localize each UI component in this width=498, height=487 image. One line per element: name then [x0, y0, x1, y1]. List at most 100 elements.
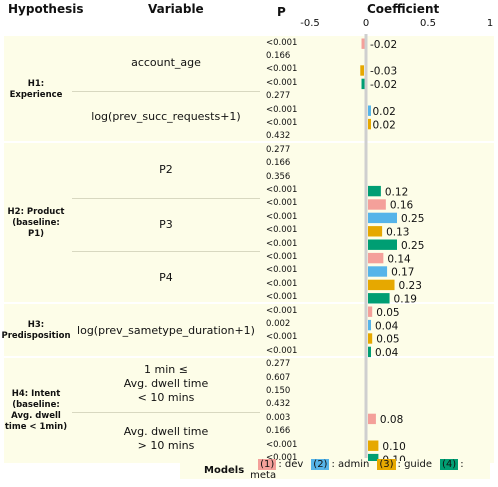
x-tick-label: 0: [362, 18, 370, 29]
p-value: 0.166: [266, 426, 291, 437]
p-value: 0.150: [266, 385, 291, 396]
coefficient-label: 0.25: [401, 240, 424, 252]
coefficient-bar: [368, 413, 376, 425]
hypothesis-header: Hypothesis: [8, 2, 84, 16]
coefficient-bar: [368, 266, 388, 277]
p-value: <0.001: [266, 251, 298, 262]
coefficient-bar: [368, 346, 371, 358]
coefficient-bar: [368, 293, 390, 304]
coefficient-bar: [368, 199, 386, 210]
coefficient-label: 0.25: [401, 213, 424, 225]
coefficient-label: 0.14: [387, 253, 411, 265]
p-value: 0.607: [266, 372, 291, 383]
hypothesis-label: H3: Predisposition: [1, 319, 71, 341]
coefficient-bar: [368, 319, 371, 331]
p-value: <0.001: [266, 225, 298, 236]
x-tick-label: 0.5: [420, 18, 436, 29]
coefficient-bar: [368, 279, 395, 291]
legend-swatch: (2): [311, 459, 330, 470]
p-value: 0.003: [266, 412, 291, 423]
coefficient-label: 0.13: [386, 227, 409, 239]
coefficient-label: 0.10: [382, 441, 405, 453]
hypothesis-band: [4, 357, 494, 463]
legend-label: : meta: [250, 459, 464, 481]
p-value: <0.001: [266, 104, 298, 115]
p-value: <0.001: [266, 64, 298, 75]
coefficient-bar: [368, 453, 379, 465]
x-tick-label: 1: [486, 18, 494, 29]
p-value: <0.001: [266, 345, 298, 356]
p-value: 0.277: [266, 359, 291, 370]
variable-label: P4: [72, 251, 260, 304]
coefficient-bar: [368, 105, 371, 116]
hypothesis-label: H4: Intent (baseline: Avg. dwell time < …: [4, 389, 68, 433]
legend-title: Models: [204, 464, 245, 476]
coefficient-label: 0.02: [372, 119, 395, 131]
coefficient-label: -0.02: [370, 79, 397, 91]
coefficient-header: Coefficient: [367, 2, 440, 16]
x-tick-label: -0.5: [300, 18, 320, 29]
legend-swatch: (3): [377, 459, 396, 470]
p-value: <0.001: [266, 305, 298, 316]
p-value: <0.001: [266, 37, 298, 48]
coefficient-label: 0.02: [372, 106, 395, 118]
zero-line: [364, 34, 368, 458]
p-value: <0.001: [266, 77, 298, 88]
coefficient-bar: [368, 440, 379, 451]
p-value: 0.166: [266, 50, 291, 61]
p-value: <0.001: [266, 452, 298, 463]
coefficient-bar: [361, 78, 365, 90]
variable-label: log(prev_succ_requests+1): [72, 90, 260, 144]
p-value: <0.001: [266, 117, 298, 128]
p-value: <0.001: [266, 278, 298, 289]
hypothesis-band: [4, 143, 494, 302]
p-value: <0.001: [266, 332, 298, 343]
coefficient-bar: [368, 333, 373, 344]
variable-header: Variable: [148, 2, 204, 16]
hypothesis-label: H1: Experience: [9, 78, 63, 100]
legend-items: (1): dev (2): admin (3): guide (4): meta: [250, 459, 490, 481]
coefficient-bar: [361, 38, 365, 49]
coefficient-label: 0.19: [394, 294, 417, 306]
p-value: <0.001: [266, 198, 298, 209]
coefficient-label: -0.02: [370, 39, 397, 51]
coefficient-bar: [368, 252, 384, 264]
hypothesis-label: H2: Product (baseline: P1): [7, 207, 65, 240]
coefficient-label: 0.12: [385, 186, 408, 198]
p-value: 0.277: [266, 91, 291, 102]
p-value: 0.432: [266, 399, 291, 410]
p-value: <0.001: [266, 265, 298, 276]
coefficient-bar: [368, 185, 381, 197]
coefficient-bar: [368, 212, 397, 224]
legend-label: : admin: [331, 459, 370, 470]
variable-label: P2: [159, 162, 173, 176]
p-value: 0.277: [266, 144, 291, 155]
legend-label: : guide: [397, 459, 433, 470]
coefficient-label: 0.23: [399, 280, 422, 292]
p-header: P: [277, 5, 286, 19]
variable-label: account_age: [131, 55, 201, 69]
p-value: <0.001: [266, 439, 298, 450]
coefficient-label: 0.17: [391, 267, 414, 279]
coefficient-bar: [360, 65, 364, 76]
p-value: <0.001: [266, 211, 298, 222]
coefficient-label: 0.05: [376, 307, 399, 319]
legend: Models (1): dev (2): admin (3): guide (4): …: [180, 459, 490, 481]
p-value: 0.166: [266, 158, 291, 169]
coefficient-label: 0.04: [375, 347, 399, 359]
hypothesis-band: [4, 36, 494, 142]
variable-label: 1 min ≤ Avg. dwell time < 10 mins: [123, 363, 209, 405]
coefficient-bar: [368, 306, 373, 317]
legend-swatch: (1): [258, 459, 277, 470]
p-value: <0.001: [266, 238, 298, 249]
p-value: 0.002: [266, 318, 291, 329]
coefficient-label: -0.03: [370, 66, 397, 78]
coefficient-label: 0.08: [380, 414, 403, 426]
variable-label: log(prev_sametype_duration+1): [77, 323, 255, 337]
coefficient-bar: [368, 118, 371, 130]
variable-label: Avg. dwell time > 10 mins: [72, 412, 260, 465]
legend-label: : dev: [278, 459, 304, 470]
coefficient-bar: [368, 239, 397, 250]
p-value: <0.001: [266, 184, 298, 195]
